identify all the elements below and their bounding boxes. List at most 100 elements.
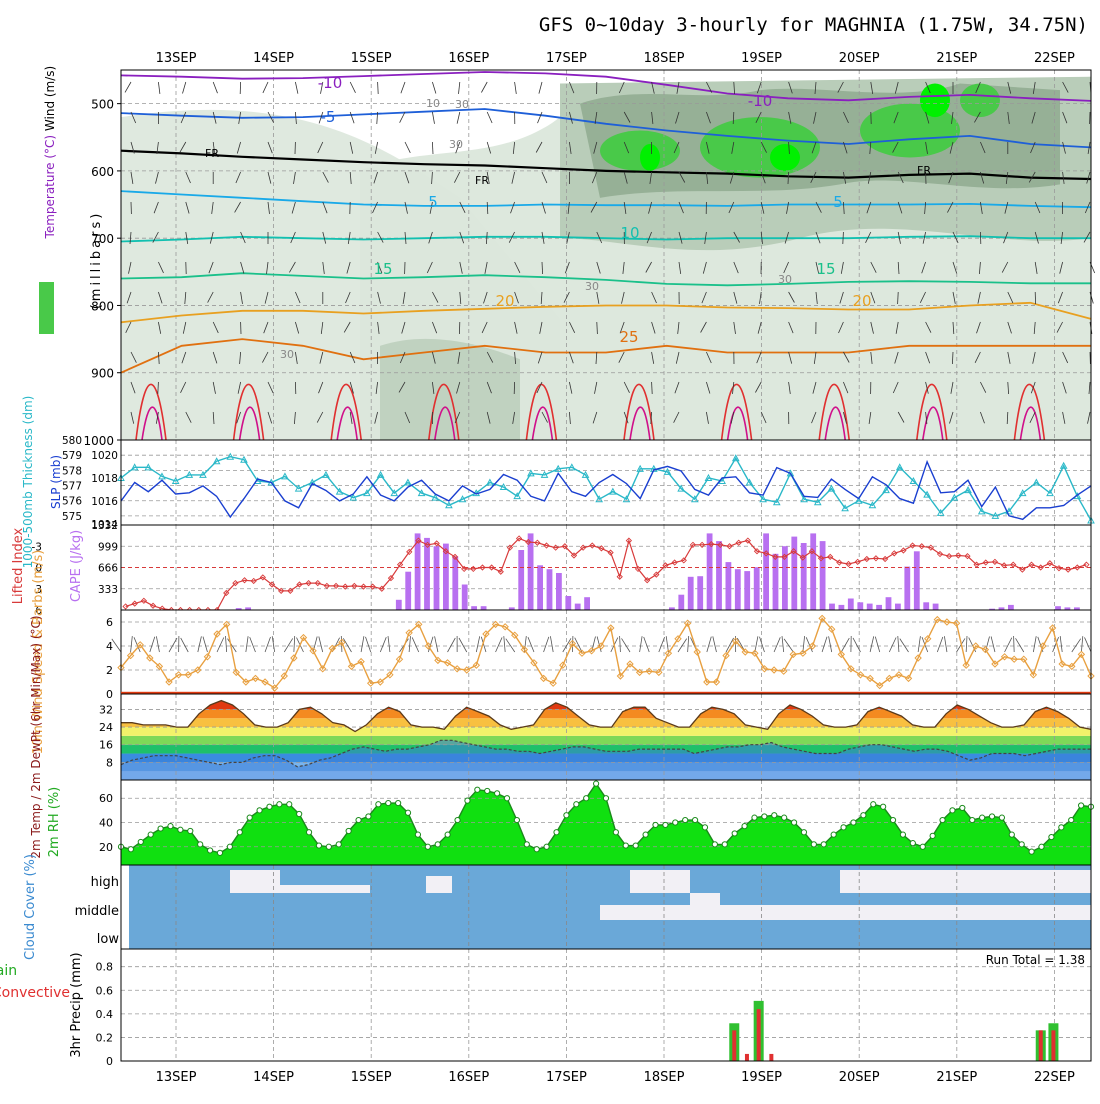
- cape-bar: [565, 596, 571, 610]
- slp-y-tick-label: 1020: [91, 450, 118, 462]
- rh2m-point: [326, 844, 331, 849]
- rh2m-point: [465, 798, 470, 803]
- rh2m-point: [376, 802, 381, 807]
- cape-bar: [886, 597, 892, 610]
- cape-bar: [904, 567, 910, 610]
- run-total-label: Run Total = 1.38: [986, 953, 1085, 967]
- rh2m-point: [336, 842, 341, 847]
- rh2m-point: [445, 832, 450, 837]
- thickness-y-tick-label: 578: [62, 465, 82, 477]
- rh2m-point: [980, 815, 985, 820]
- cape-bar: [471, 606, 477, 610]
- rh2m-point: [1019, 842, 1024, 847]
- temp2m-y-tick-label: 8: [106, 756, 113, 769]
- rh2m-point: [861, 813, 866, 818]
- contour-label: 30: [778, 273, 792, 286]
- contour-label: 30: [449, 138, 463, 151]
- date-label-top: 13SEP: [156, 51, 197, 66]
- cape-y-tick-label: 1332: [91, 520, 118, 532]
- rh2m-point: [425, 844, 430, 849]
- thickness-y-tick-label: 576: [62, 496, 82, 508]
- rh2m-point: [890, 817, 895, 822]
- upper-y-label-part: Temperature (°C): [43, 131, 57, 239]
- rh2m-point: [900, 832, 905, 837]
- rh2m-point: [742, 824, 747, 829]
- rh2m-point: [356, 817, 361, 822]
- contour-label: 30: [585, 280, 599, 293]
- rh2m-point: [702, 825, 707, 830]
- precip-convective-label: Convective: [0, 985, 70, 1001]
- rh2m-point: [574, 802, 579, 807]
- cape-y-label: CAPE (J/kg): [69, 530, 84, 602]
- rh2m-point: [247, 815, 252, 820]
- cape-bar: [820, 541, 826, 610]
- date-label-bottom: 13SEP: [156, 1070, 197, 1085]
- cape-bar: [518, 550, 524, 610]
- rh2m-point: [782, 815, 787, 820]
- date-label-bottom: 21SEP: [936, 1070, 977, 1085]
- contour-label: FR: [917, 164, 931, 177]
- rh2m-point: [960, 805, 965, 810]
- rh2m-point: [405, 810, 410, 815]
- contour-label: -5: [321, 108, 336, 126]
- contour-label: -10: [748, 92, 773, 110]
- cape-bar: [697, 576, 703, 610]
- rh2m-point: [475, 787, 480, 792]
- cape-bar: [829, 604, 835, 610]
- cape-bar: [933, 604, 939, 610]
- precip-y-tick-label: 0.2: [96, 1031, 114, 1044]
- cape-bar: [791, 537, 797, 610]
- rh2m-point: [692, 817, 697, 822]
- temp2m-y-label: 2m Temp / 2m DewPt (6hr Min/Max) (°C): [29, 615, 43, 858]
- cloud-cover-block: [840, 870, 1091, 893]
- rh2m-point: [663, 822, 668, 827]
- rh2m-point: [683, 817, 688, 822]
- cape-bar: [1055, 606, 1061, 610]
- rh2m-point: [999, 815, 1004, 820]
- cloud-level-label: low: [97, 932, 120, 947]
- precip-y-tick-label: 0.4: [96, 1008, 114, 1021]
- rh2m-point: [950, 808, 955, 813]
- date-label-bottom: 22SEP: [1034, 1070, 1075, 1085]
- upper-y-tick-label: 1000: [83, 434, 114, 448]
- cape-y-tick-label: 999: [98, 541, 118, 553]
- cape-bar: [452, 556, 458, 610]
- upper-y-tick-label: 500: [91, 98, 114, 112]
- cloud-cover-block: [600, 905, 1091, 920]
- rh2m-point: [989, 814, 994, 819]
- rh2m-point: [257, 808, 262, 813]
- date-label-top: 20SEP: [839, 51, 880, 66]
- rh2m-point: [851, 820, 856, 825]
- cape-bar: [688, 577, 694, 610]
- rh2m-point: [237, 830, 242, 835]
- rh2m-point: [910, 841, 915, 846]
- thickness-y-tick-label: 577: [62, 481, 82, 493]
- chart-title: GFS 0~10day 3-hourly for MAGHNIA (1.75W,…: [539, 14, 1088, 36]
- cloud-cover-block: [690, 893, 720, 905]
- cloud-cover-block: [280, 885, 370, 893]
- contour-label: 5: [428, 193, 438, 211]
- wind10m-y-tick-label: 6: [106, 616, 113, 629]
- wind10m-barb: [1014, 636, 1015, 652]
- rh2m-point: [554, 830, 559, 835]
- date-label-top: 15SEP: [351, 51, 392, 66]
- rh2m-point: [594, 781, 599, 786]
- cape-bar: [556, 573, 562, 610]
- rh2m-point: [1009, 832, 1014, 837]
- slp-y-label: SLP (mb): [49, 455, 63, 509]
- precip-total-label: Total / Rain: [0, 963, 17, 979]
- cape-bar: [876, 605, 882, 610]
- cape-bar: [716, 541, 722, 610]
- cape-bar: [1008, 605, 1014, 610]
- wind10m-y-tick-label: 4: [106, 640, 113, 653]
- rh2m-point: [504, 796, 509, 801]
- contour-label: 25: [619, 328, 638, 346]
- cloud-y-label: Cloud Cover (%): [23, 854, 38, 960]
- cape-bar: [810, 533, 816, 610]
- rh2m-point: [198, 842, 203, 847]
- contour-label: FR: [205, 147, 219, 160]
- wind10m-barb: [112, 639, 121, 652]
